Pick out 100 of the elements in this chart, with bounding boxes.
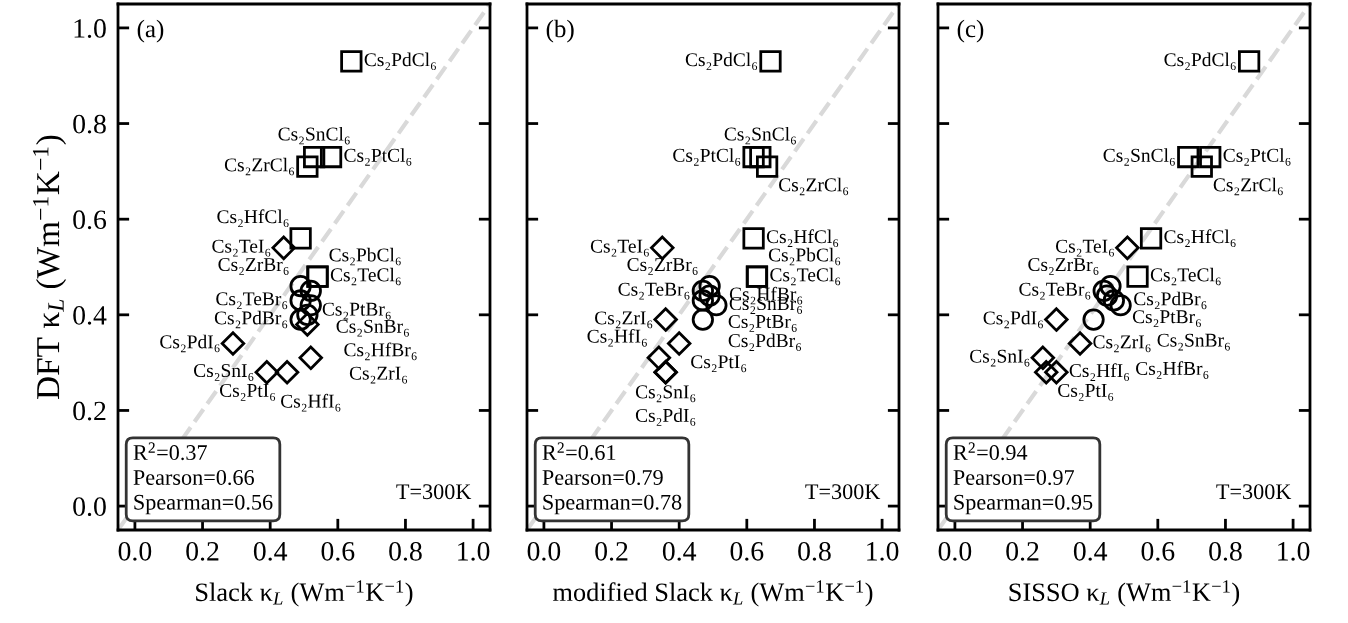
point — [296, 155, 319, 178]
annotation: (c) — [957, 19, 984, 43]
annotation: (b) — [546, 19, 574, 43]
data-label: Cs₂SnBr₆ — [336, 319, 409, 337]
point — [296, 303, 319, 326]
point — [1034, 360, 1059, 385]
point — [298, 345, 323, 371]
x-tick-label: 0.6 — [321, 541, 355, 561]
x-tick-label: 1.0 — [1278, 541, 1310, 561]
data-label: Cs₂PdCl₆ — [1164, 52, 1236, 71]
point — [274, 360, 300, 385]
data-label: Cs₂PtCl₆ — [344, 148, 412, 166]
point — [742, 227, 765, 250]
data-label: Cs₂TeCl₆ — [330, 267, 401, 286]
x-tick-label: 0.4 — [662, 541, 697, 561]
point — [289, 275, 312, 298]
point — [1067, 331, 1093, 356]
data-label: Cs₂ZrCl₆ — [779, 177, 849, 196]
data-label: Cs₂ZrBr₆ — [1028, 258, 1099, 275]
data-label: Cs₂ZrBr₆ — [627, 258, 698, 275]
y-tick-label: 0.0 — [73, 497, 106, 517]
data-label: Cs₂PbCl₆ — [329, 247, 401, 266]
data-label: Cs₂PtCl₆ — [1223, 148, 1291, 166]
data-label: Cs₂PdI₆ — [983, 310, 1043, 329]
data-label: Cs₂TeI₆ — [590, 239, 649, 257]
y-tick-label: 0.2 — [73, 401, 106, 421]
x-tick-label: 0.6 — [730, 541, 764, 561]
data-label: Cs₂TeI₆ — [1055, 239, 1114, 257]
data-label: Cs₂TeBr₆ — [216, 292, 288, 310]
data-label: Cs₂HfCl₆ — [766, 229, 839, 248]
point — [303, 145, 326, 169]
data-label: Cs₂TeI₆ — [212, 239, 271, 257]
point — [1109, 294, 1132, 317]
data-label: Cs₂HfCl₆ — [217, 209, 289, 228]
point — [705, 294, 728, 317]
x-tick-label: 1.0 — [458, 541, 490, 561]
point — [1139, 227, 1163, 250]
point — [340, 50, 363, 73]
y-tick-label: 0.4 — [73, 305, 107, 325]
point — [698, 275, 721, 298]
data-label: Cs₂ZrI₆ — [349, 366, 408, 384]
point — [289, 308, 312, 331]
point — [1092, 279, 1115, 303]
annotation: R$^{2}$=0.94 Pearson=0.97 Spearman=0.95 — [953, 442, 1093, 515]
point — [1115, 235, 1140, 261]
point — [749, 145, 772, 169]
point — [666, 331, 692, 356]
data-label: Cs₂PtBr₆ — [322, 302, 391, 320]
data-label: Cs₂PdI₆ — [160, 334, 220, 353]
data-label: Cs₂PtCl₆ — [673, 148, 741, 166]
data-label: Cs₂TeCl₆ — [770, 267, 841, 286]
data-label: Cs₂SnI₆ — [193, 364, 254, 381]
point — [1126, 265, 1149, 288]
point — [1044, 307, 1069, 332]
x-tick-label: 0.8 — [389, 541, 422, 561]
annotation: R$^{2}$=0.61 Pearson=0.79 Spearman=0.78 — [542, 442, 682, 515]
data-label: Cs₂SnI₆ — [970, 349, 1030, 367]
data-label: Cs₂ZrCl₆ — [224, 157, 294, 176]
annotation: T=300K — [396, 484, 472, 500]
data-label: Cs₂SnCl₆ — [724, 126, 796, 145]
x-axis-title: SISSO κ$_{L}$ (Wm$^{−1}$K$^{−1}$) — [1009, 580, 1240, 607]
data-label: Cs₂ZrI₆ — [595, 311, 653, 329]
point — [254, 360, 279, 385]
point — [756, 155, 779, 178]
data-label: Cs₂SnBr₆ — [1157, 333, 1230, 351]
point — [691, 279, 714, 303]
x-tick-label: 0.8 — [798, 541, 831, 561]
data-label: Cs₂HfI₆ — [587, 328, 647, 347]
annotation: R$^{2}$=0.37 Pearson=0.66 Spearman=0.56 — [133, 442, 273, 515]
data-label: Cs₂ZrCl₆ — [1213, 177, 1283, 196]
data-label: Cs₂SnI₆ — [635, 385, 696, 403]
data-label: Cs₂PbCl₆ — [768, 247, 841, 266]
point — [653, 307, 678, 332]
point — [698, 284, 721, 307]
x-axis-title: modified Slack κ$_{L}$ (Wm$^{−1}$K$^{−1}$) — [552, 580, 873, 607]
data-label: Cs₂HfI₆ — [281, 393, 341, 412]
annotation: (a) — [137, 19, 164, 43]
x-tick-label: 0.2 — [1006, 541, 1039, 561]
data-label: Cs₂PtI₆ — [219, 383, 276, 401]
data-label: Cs₂TeCl₆ — [1150, 267, 1221, 286]
point — [319, 145, 343, 169]
x-tick-label: 0.0 — [938, 541, 972, 561]
data-label: Cs₂PtI₆ — [691, 355, 747, 373]
data-label: Cs₂HfBr₆ — [344, 342, 417, 361]
point — [289, 289, 312, 312]
point — [1238, 50, 1261, 73]
data-label: Cs₂PtBr₆ — [728, 314, 797, 332]
point — [691, 308, 714, 331]
x-axis-title: Slack κ$_{L}$ (Wm$^{−1}$K$^{−1}$) — [196, 580, 413, 607]
point — [646, 345, 672, 371]
x-tick-label: 0.4 — [1073, 541, 1108, 561]
data-label: Cs₂PtI₆ — [1058, 383, 1114, 401]
point — [1099, 275, 1122, 298]
data-label: Cs₂ZrI₆ — [1093, 335, 1151, 353]
data-label: Cs₂PdBr₆ — [1134, 291, 1207, 310]
data-label: Cs₂PdI₆ — [635, 408, 696, 426]
x-tick-label: 0.2 — [595, 541, 628, 561]
point — [742, 145, 765, 169]
x-tick-label: 0.0 — [527, 541, 561, 561]
point — [1177, 145, 1200, 169]
